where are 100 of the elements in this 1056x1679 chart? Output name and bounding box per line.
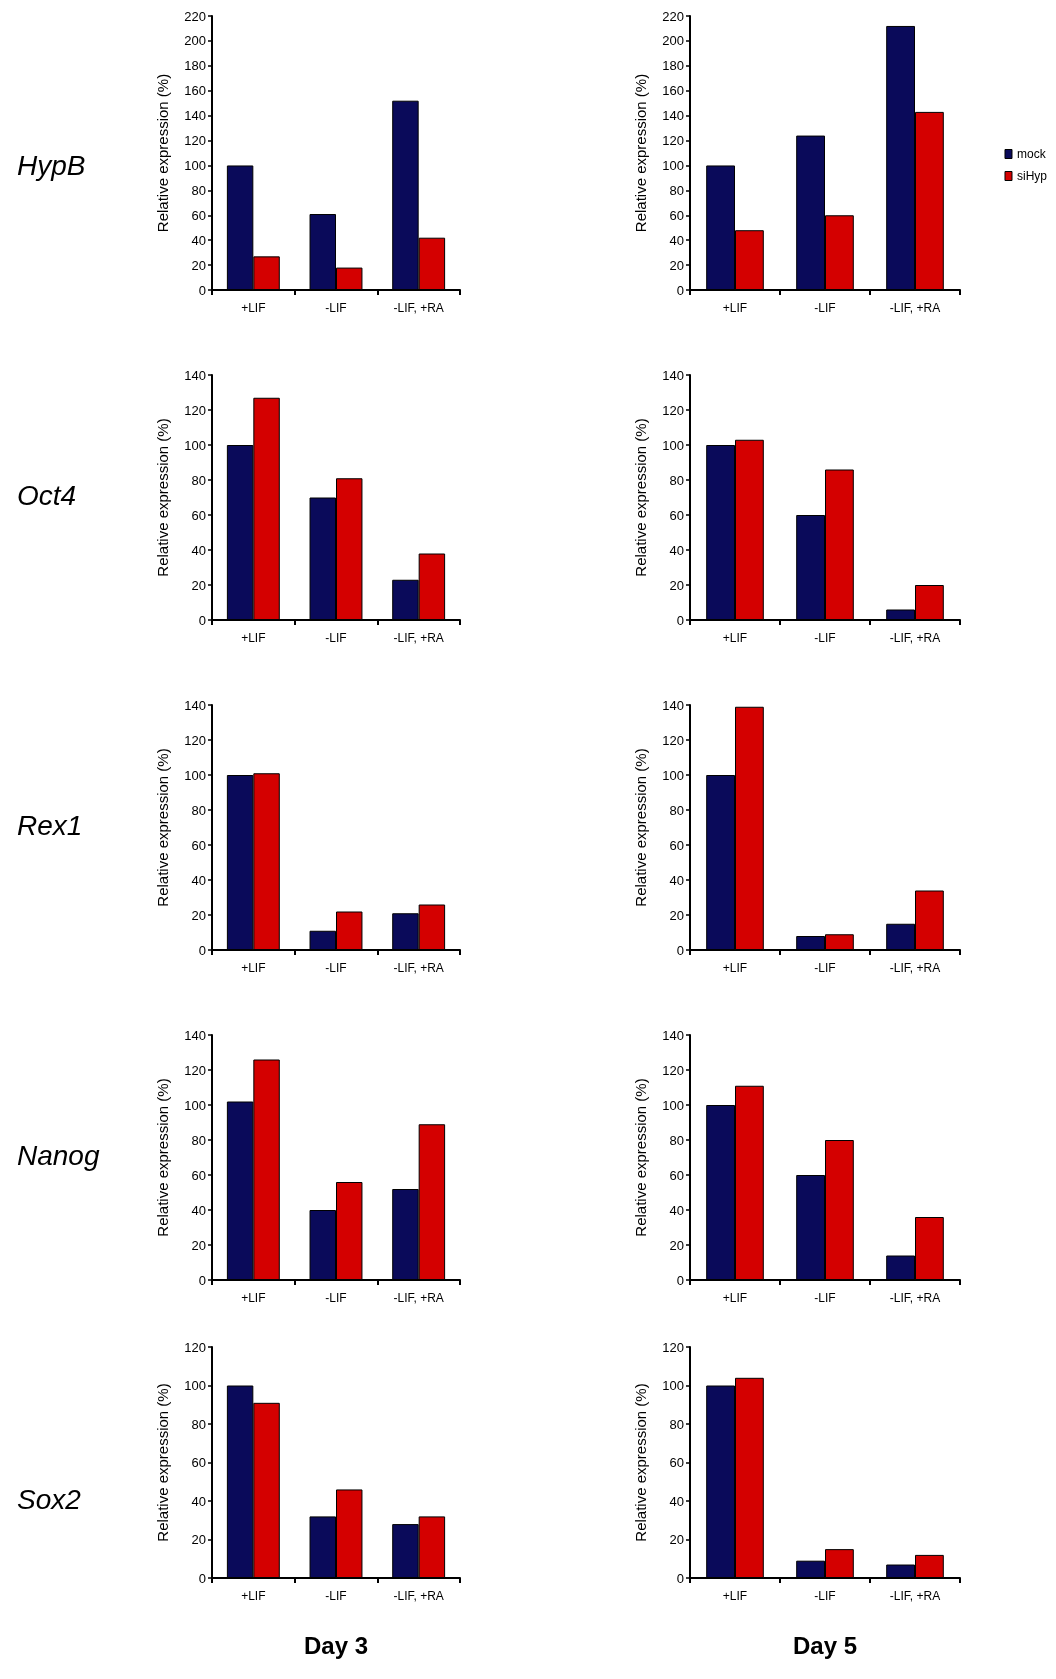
y-tick-label: 100: [662, 157, 684, 173]
y-tick-label: 120: [184, 402, 206, 418]
y-tick-label: 0: [676, 942, 684, 958]
y-tick-label: 0: [676, 1570, 684, 1586]
y-tick-label: 60: [191, 837, 206, 853]
y-tick-label: 180: [184, 58, 206, 74]
y-tick-label: 140: [662, 367, 684, 383]
x-tick-label: -LIF, +RA: [889, 301, 941, 315]
x-tick-label: +LIF: [241, 631, 266, 645]
y-tick-label: 20: [669, 1532, 684, 1547]
y-tick-label: 100: [662, 437, 684, 453]
y-tick-label: 0: [198, 1272, 206, 1288]
y-tick-label: 40: [669, 542, 684, 558]
y-tick-label: 20: [191, 577, 206, 593]
text: Rex1: [17, 809, 83, 841]
y-tick-label: 20: [669, 257, 684, 273]
y-tick-label: 140: [184, 108, 206, 124]
y-tick-label: 80: [191, 1416, 206, 1432]
y-tick-label: 0: [198, 1570, 206, 1586]
y-tick-label: 20: [191, 1237, 206, 1253]
x-tick-label: -LIF, +RA: [393, 631, 444, 645]
y-tick-label: 20: [191, 257, 206, 273]
y-tick-label: 20: [669, 907, 684, 923]
y-axis-title: Relative expression (%): [154, 748, 171, 907]
y-tick-label: 0: [198, 282, 206, 298]
y-tick-label: 140: [662, 1027, 684, 1043]
x-tick-label: -LIF: [814, 1291, 836, 1305]
x-tick-label: +LIF: [722, 1589, 748, 1603]
y-tick-label: 0: [676, 1272, 684, 1288]
y-tick-label: 180: [662, 58, 684, 74]
x-tick-label: -LIF: [325, 1589, 347, 1603]
y-tick-label: 60: [191, 207, 206, 223]
x-tick-label: -LIF: [814, 631, 836, 645]
x-tick-label: -LIF: [325, 631, 347, 645]
y-tick-label: 0: [676, 612, 684, 628]
y-axis-title: Relative expression (%): [154, 1383, 171, 1542]
y-tick-label: 220: [662, 8, 684, 24]
y-axis-title: Relative expression (%): [632, 418, 649, 577]
y-tick-label: 80: [191, 1132, 206, 1148]
y-tick-label: 60: [669, 207, 684, 223]
y-tick-label: 80: [669, 1416, 684, 1432]
y-tick-label: 100: [662, 1378, 684, 1393]
y-tick-label: 100: [184, 157, 206, 173]
x-tick-label: -LIF: [814, 301, 836, 315]
y-tick-label: 200: [184, 33, 206, 49]
x-tick-label: -LIF, +RA: [393, 1589, 444, 1603]
x-tick-label: -LIF, +RA: [889, 631, 941, 645]
y-tick-label: 60: [669, 507, 684, 523]
y-tick-label: 100: [184, 1097, 206, 1113]
y-tick-label: 120: [184, 1062, 206, 1078]
y-tick-label: 120: [184, 1339, 206, 1355]
x-tick-label: -LIF, +RA: [393, 1291, 444, 1305]
y-tick-label: 160: [662, 83, 684, 99]
y-tick-label: 100: [184, 767, 206, 783]
y-tick-label: 80: [191, 182, 206, 198]
x-tick-label: +LIF: [722, 301, 748, 315]
y-tick-label: 60: [191, 507, 206, 523]
y-tick-label: 100: [184, 1378, 206, 1393]
y-tick-label: 120: [662, 732, 684, 748]
y-tick-label: 40: [191, 1493, 206, 1509]
x-tick-label: -LIF: [814, 1589, 836, 1603]
y-tick-label: 120: [662, 402, 684, 418]
x-axis-title: Day 3: [303, 1631, 369, 1659]
y-tick-label: 140: [184, 367, 206, 383]
x-tick-label: +LIF: [722, 961, 748, 975]
y-tick-label: 140: [662, 108, 684, 124]
text: Nanog: [17, 1139, 100, 1171]
y-tick-label: 140: [184, 697, 206, 713]
y-tick-label: 80: [669, 802, 684, 818]
text: HypB: [17, 149, 86, 181]
y-tick-label: 80: [669, 1132, 684, 1148]
x-tick-label: -LIF: [325, 1291, 347, 1305]
y-tick-label: 60: [669, 837, 684, 853]
x-tick-label: -LIF: [325, 301, 347, 315]
text: Sox2: [17, 1484, 82, 1515]
y-tick-label: 80: [191, 802, 206, 818]
x-tick-label: +LIF: [722, 631, 748, 645]
y-tick-label: 160: [184, 83, 206, 99]
y-tick-label: 40: [669, 1202, 684, 1218]
x-tick-label: -LIF, +RA: [889, 1291, 941, 1305]
x-tick-label: +LIF: [241, 961, 266, 975]
x-tick-label: +LIF: [241, 1589, 266, 1603]
y-tick-label: 100: [184, 437, 206, 453]
y-tick-label: 40: [191, 872, 206, 888]
y-axis-title: Relative expression (%): [154, 73, 171, 233]
x-tick-label: -LIF: [814, 961, 836, 975]
y-axis-title: Relative expression (%): [632, 748, 649, 907]
y-tick-label: 140: [184, 1027, 206, 1043]
y-tick-label: 80: [669, 182, 684, 198]
text: Oct4: [17, 479, 77, 511]
y-tick-label: 40: [191, 542, 206, 558]
y-tick-label: 60: [191, 1455, 206, 1470]
y-axis-title: Relative expression (%): [632, 1078, 649, 1237]
x-tick-label: +LIF: [241, 1291, 266, 1305]
y-tick-label: 120: [662, 1062, 684, 1078]
y-tick-label: 120: [184, 732, 206, 748]
x-tick-label: +LIF: [722, 1291, 748, 1305]
x-tick-label: -LIF, +RA: [889, 1589, 941, 1603]
y-tick-label: 60: [191, 1167, 206, 1183]
y-tick-label: 40: [669, 232, 684, 248]
